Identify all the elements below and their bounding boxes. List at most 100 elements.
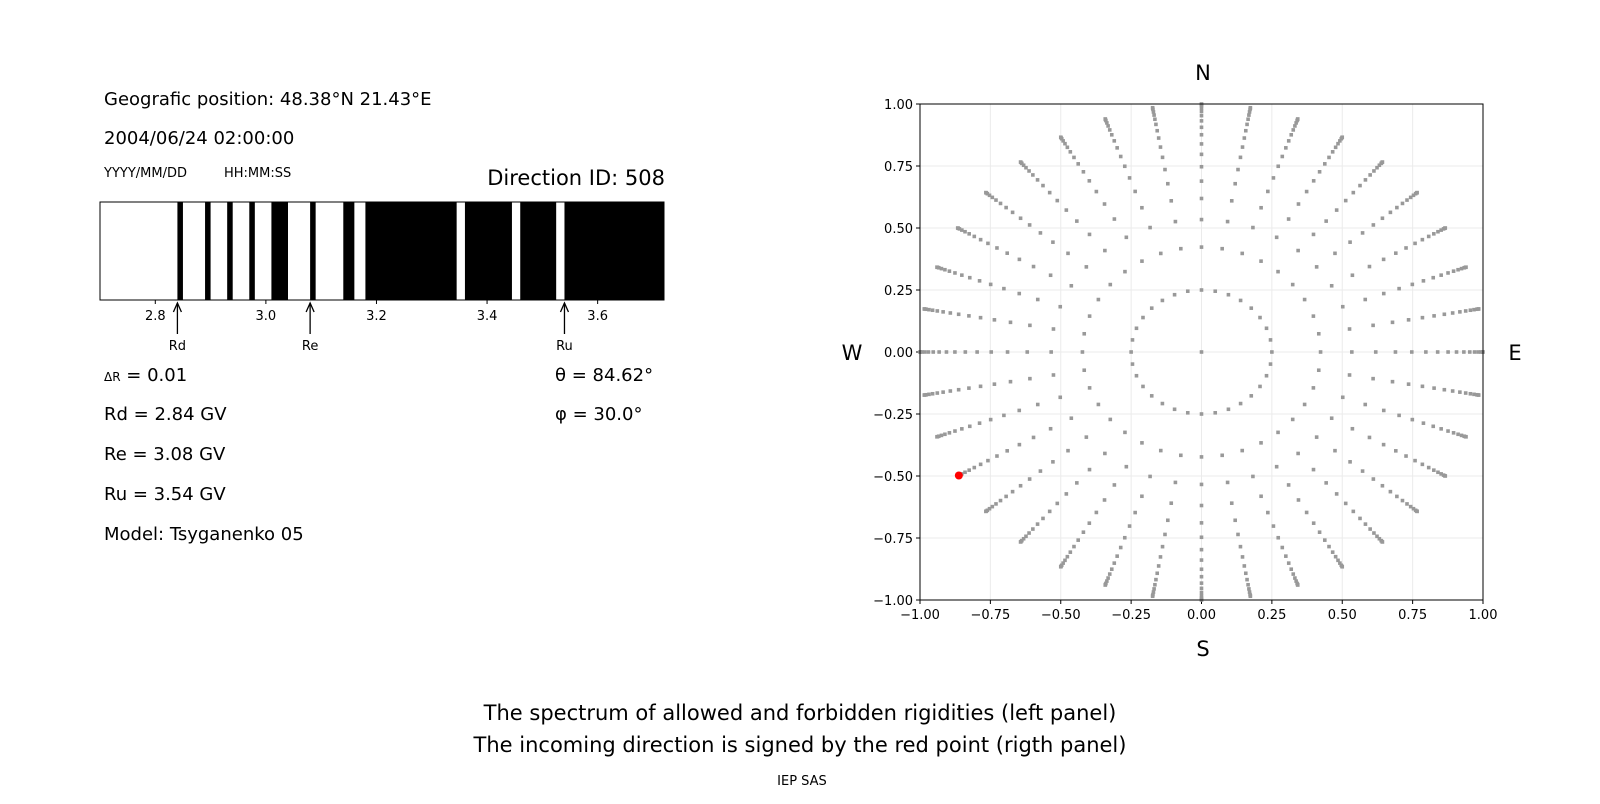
direction-point bbox=[1458, 390, 1462, 394]
direction-point bbox=[1152, 587, 1156, 591]
ring-point bbox=[1264, 373, 1269, 378]
direction-point bbox=[943, 267, 947, 272]
direction-point bbox=[986, 458, 990, 463]
direction-point bbox=[1199, 196, 1204, 201]
direction-point bbox=[1075, 219, 1079, 223]
direction-point bbox=[1017, 442, 1022, 447]
y-tick-label: −0.75 bbox=[873, 532, 913, 547]
direction-point bbox=[1284, 146, 1288, 150]
direction-point bbox=[1225, 480, 1230, 485]
direction-point bbox=[1316, 368, 1321, 373]
direction-point bbox=[1347, 327, 1352, 331]
ring-point bbox=[1238, 401, 1243, 406]
direction-point bbox=[1199, 142, 1204, 146]
direction-point bbox=[1271, 176, 1276, 180]
x-tick-label: −1.00 bbox=[900, 608, 940, 623]
direction-point bbox=[1329, 416, 1334, 421]
forbidden-band bbox=[205, 202, 211, 300]
direction-point bbox=[1199, 152, 1204, 157]
x-tick-label: −0.25 bbox=[1111, 608, 1151, 623]
direction-point bbox=[1199, 521, 1204, 525]
direction-point bbox=[1010, 489, 1015, 494]
direction-point bbox=[1245, 122, 1249, 127]
direction-point bbox=[1080, 350, 1085, 354]
direction-point bbox=[1371, 323, 1375, 328]
direction-point bbox=[1259, 494, 1263, 499]
forbidden-band bbox=[177, 202, 183, 300]
direction-point bbox=[1317, 530, 1322, 534]
direction-point bbox=[1148, 225, 1152, 230]
y-tick-label: 0.50 bbox=[884, 222, 913, 237]
direction-point bbox=[1381, 442, 1386, 447]
direction-point bbox=[1031, 173, 1035, 177]
direction-point bbox=[953, 429, 957, 433]
direction-point bbox=[1311, 179, 1316, 183]
direction-point bbox=[1324, 219, 1328, 223]
direction-point bbox=[1199, 482, 1204, 487]
direction-point bbox=[1158, 145, 1163, 149]
direction-point bbox=[1311, 314, 1316, 318]
direction-point bbox=[1010, 210, 1015, 215]
direction-point bbox=[967, 386, 971, 390]
direction-point bbox=[1294, 121, 1298, 125]
phi-value: φ = 30.0° bbox=[555, 404, 642, 425]
direction-point bbox=[1242, 564, 1247, 568]
direction-point bbox=[1058, 135, 1063, 140]
direction-point bbox=[1333, 448, 1337, 453]
direction-point bbox=[988, 417, 993, 422]
direction-point bbox=[1106, 124, 1110, 128]
direction-point bbox=[978, 462, 983, 467]
direction-point bbox=[1240, 251, 1245, 256]
direction-point bbox=[989, 350, 994, 354]
direction-point bbox=[1343, 198, 1348, 203]
direction-point bbox=[1311, 467, 1316, 472]
direction-point bbox=[1317, 170, 1322, 174]
forbidden-band bbox=[464, 202, 512, 300]
direction-point bbox=[1400, 201, 1405, 206]
direction-point bbox=[1329, 283, 1334, 288]
direction-point bbox=[1236, 167, 1240, 172]
direction-point bbox=[1439, 273, 1443, 277]
direction-point bbox=[1233, 518, 1237, 523]
direction-point bbox=[1472, 350, 1477, 354]
direction-point bbox=[935, 265, 939, 269]
direction-point bbox=[953, 350, 957, 354]
direction-point bbox=[1118, 545, 1123, 550]
direction-point bbox=[1025, 350, 1030, 354]
direction-point bbox=[1363, 297, 1368, 302]
direction-point bbox=[935, 309, 940, 313]
direction-point bbox=[1096, 402, 1101, 407]
direction-point bbox=[1199, 119, 1204, 123]
direction-point bbox=[1468, 308, 1473, 313]
direction-point bbox=[1242, 136, 1247, 140]
direction-point bbox=[1017, 257, 1022, 262]
direction-point bbox=[1017, 291, 1022, 296]
ring-point bbox=[1149, 394, 1154, 398]
direction-point bbox=[1294, 579, 1298, 583]
direction-point bbox=[1103, 248, 1107, 253]
direction-point bbox=[1330, 550, 1335, 554]
direction-point bbox=[1199, 125, 1204, 130]
direction-point bbox=[1199, 586, 1204, 591]
direction-point bbox=[1266, 189, 1270, 194]
direction-point bbox=[988, 282, 993, 287]
x-tick-label: 3.2 bbox=[366, 309, 387, 324]
direction-point bbox=[1322, 162, 1327, 166]
direction-point bbox=[1393, 251, 1398, 255]
direction-point bbox=[1148, 474, 1152, 479]
re-value: Re = 3.08 GV bbox=[104, 444, 226, 465]
compass-east: E bbox=[1508, 341, 1521, 365]
direction-point bbox=[1311, 521, 1316, 525]
direction-point bbox=[1411, 193, 1416, 198]
direction-point bbox=[1400, 498, 1405, 503]
direction-point bbox=[1435, 350, 1440, 354]
direction-point bbox=[1350, 350, 1354, 354]
direction-point bbox=[939, 266, 944, 271]
direction-point bbox=[1103, 451, 1107, 456]
direction-point bbox=[1358, 516, 1362, 521]
direction-point bbox=[1103, 583, 1108, 587]
direction-point bbox=[990, 195, 995, 200]
direction-point bbox=[1456, 432, 1460, 437]
direction-point bbox=[1304, 510, 1309, 515]
direction-point bbox=[1291, 128, 1296, 132]
